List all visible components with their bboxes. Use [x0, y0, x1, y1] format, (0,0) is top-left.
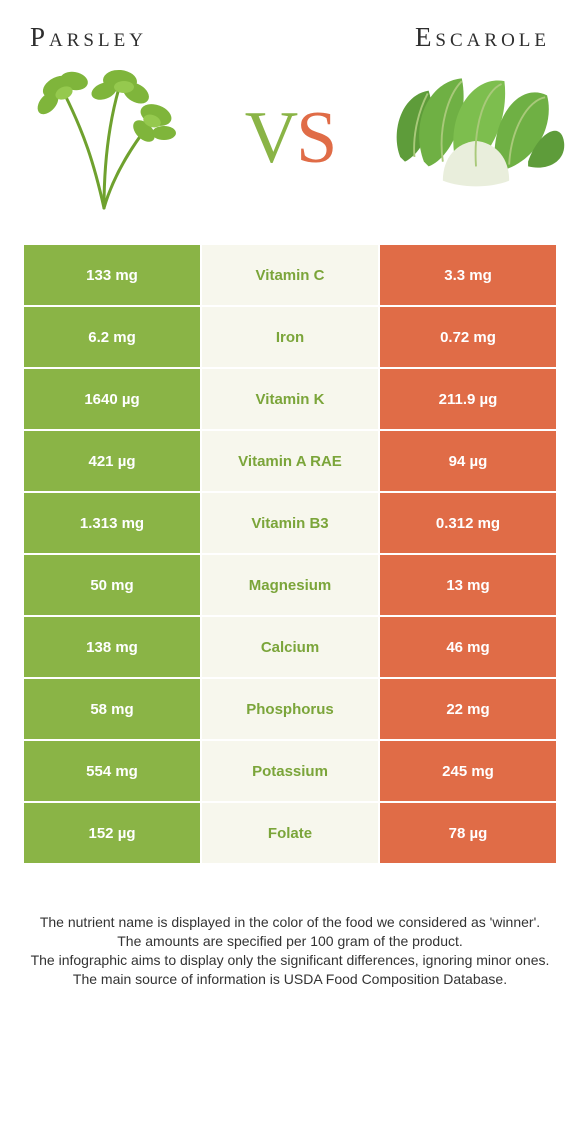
nutrient-table: 133 mgVitamin C3.3 mg6.2 mgIron0.72 mg16…: [22, 243, 558, 865]
footnotes: The nutrient name is displayed in the co…: [0, 865, 580, 989]
value-right: 22 mg: [379, 678, 557, 740]
escarole-icon: [386, 63, 566, 213]
value-right: 78 µg: [379, 802, 557, 864]
value-right: 13 mg: [379, 554, 557, 616]
value-left: 58 mg: [23, 678, 201, 740]
footnote-line: The amounts are specified per 100 gram o…: [26, 932, 554, 951]
value-left: 554 mg: [23, 740, 201, 802]
footnote-line: The infographic aims to display only the…: [26, 951, 554, 970]
value-left: 152 µg: [23, 802, 201, 864]
nutrient-row: 152 µgFolate78 µg: [23, 802, 557, 864]
title-left: Parsley: [30, 22, 147, 53]
value-right: 0.72 mg: [379, 306, 557, 368]
image-row: VS: [0, 63, 580, 243]
nutrient-label: Vitamin C: [201, 244, 379, 306]
parsley-icon: [24, 63, 184, 213]
nutrient-label: Calcium: [201, 616, 379, 678]
vs-s: S: [296, 97, 335, 179]
value-right: 94 µg: [379, 430, 557, 492]
nutrient-label: Folate: [201, 802, 379, 864]
nutrient-row: 554 mgPotassium245 mg: [23, 740, 557, 802]
nutrient-label: Iron: [201, 306, 379, 368]
nutrient-row: 421 µgVitamin A RAE94 µg: [23, 430, 557, 492]
value-left: 133 mg: [23, 244, 201, 306]
nutrient-label: Magnesium: [201, 554, 379, 616]
nutrient-row: 1640 µgVitamin K211.9 µg: [23, 368, 557, 430]
footnote-line: The main source of information is USDA F…: [26, 970, 554, 989]
value-left: 6.2 mg: [23, 306, 201, 368]
nutrient-label: Vitamin K: [201, 368, 379, 430]
value-right: 46 mg: [379, 616, 557, 678]
nutrient-label: Potassium: [201, 740, 379, 802]
nutrient-row: 133 mgVitamin C3.3 mg: [23, 244, 557, 306]
nutrient-row: 50 mgMagnesium13 mg: [23, 554, 557, 616]
value-left: 1640 µg: [23, 368, 201, 430]
value-right: 0.312 mg: [379, 492, 557, 554]
nutrient-label: Vitamin B3: [201, 492, 379, 554]
value-left: 50 mg: [23, 554, 201, 616]
footnote-line: The nutrient name is displayed in the co…: [26, 913, 554, 932]
nutrient-row: 138 mgCalcium46 mg: [23, 616, 557, 678]
value-left: 421 µg: [23, 430, 201, 492]
value-right: 3.3 mg: [379, 244, 557, 306]
nutrient-row: 58 mgPhosphorus22 mg: [23, 678, 557, 740]
title-right: Escarole: [415, 22, 550, 53]
value-right: 211.9 µg: [379, 368, 557, 430]
nutrient-label: Phosphorus: [201, 678, 379, 740]
nutrient-row: 6.2 mgIron0.72 mg: [23, 306, 557, 368]
nutrient-row: 1.313 mgVitamin B30.312 mg: [23, 492, 557, 554]
value-left: 1.313 mg: [23, 492, 201, 554]
vs-v: V: [245, 97, 296, 179]
header-row: Parsley Escarole: [0, 0, 580, 63]
vs-label: VS: [245, 96, 336, 181]
escarole-image: [386, 63, 566, 213]
nutrient-label: Vitamin A RAE: [201, 430, 379, 492]
parsley-image: [14, 63, 194, 213]
value-left: 138 mg: [23, 616, 201, 678]
value-right: 245 mg: [379, 740, 557, 802]
